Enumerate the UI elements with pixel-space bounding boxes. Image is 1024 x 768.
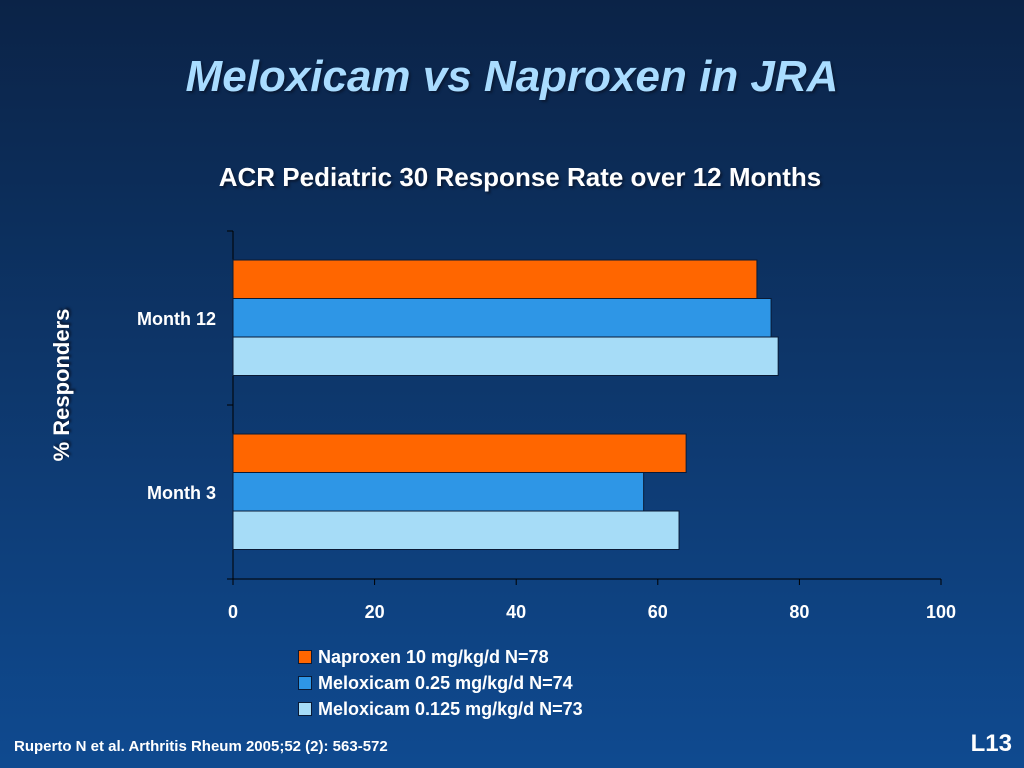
legend-item-naproxen: Naproxen 10 mg/kg/d N=78 [298, 644, 583, 670]
legend-label-meloxicam-025: Meloxicam 0.25 mg/kg/d N=74 [318, 672, 573, 693]
x-tick-label: 0 [228, 602, 238, 622]
chart-legend: Naproxen 10 mg/kg/d N=78 Meloxicam 0.25 … [298, 644, 583, 722]
chart-title: ACR Pediatric 30 Response Rate over 12 M… [218, 162, 822, 192]
x-tick-label: 40 [506, 602, 526, 622]
bar [232, 433, 687, 473]
slide-title: Meloxicam vs Naproxen in JRA [185, 52, 839, 101]
y-category-label: Month 12 [137, 309, 216, 329]
bar [232, 298, 772, 338]
x-tick-label: 60 [648, 602, 668, 622]
bar [232, 336, 779, 376]
bar [232, 259, 758, 299]
legend-label-meloxicam-0125: Meloxicam 0.125 mg/kg/d N=73 [318, 698, 583, 719]
legend-swatch-meloxicam-025 [298, 676, 312, 690]
citation: Ruperto N et al. Arthritis Rheum 2005;52… [14, 738, 388, 755]
y-category-label: Month 3 [147, 483, 216, 503]
bar [232, 510, 680, 550]
legend-swatch-naproxen [298, 650, 312, 664]
legend-label-naproxen: Naproxen 10 mg/kg/d N=78 [318, 646, 549, 667]
bar [232, 472, 645, 512]
x-tick-label: 80 [789, 602, 809, 622]
x-tick-label: 100 [926, 602, 956, 622]
legend-swatch-meloxicam-0125 [298, 702, 312, 716]
legend-item-meloxicam-0125: Meloxicam 0.125 mg/kg/d N=73 [298, 696, 583, 722]
legend-item-meloxicam-025: Meloxicam 0.25 mg/kg/d N=74 [298, 670, 583, 696]
x-tick-label: 20 [365, 602, 385, 622]
slide-number: L13 [970, 730, 1012, 757]
